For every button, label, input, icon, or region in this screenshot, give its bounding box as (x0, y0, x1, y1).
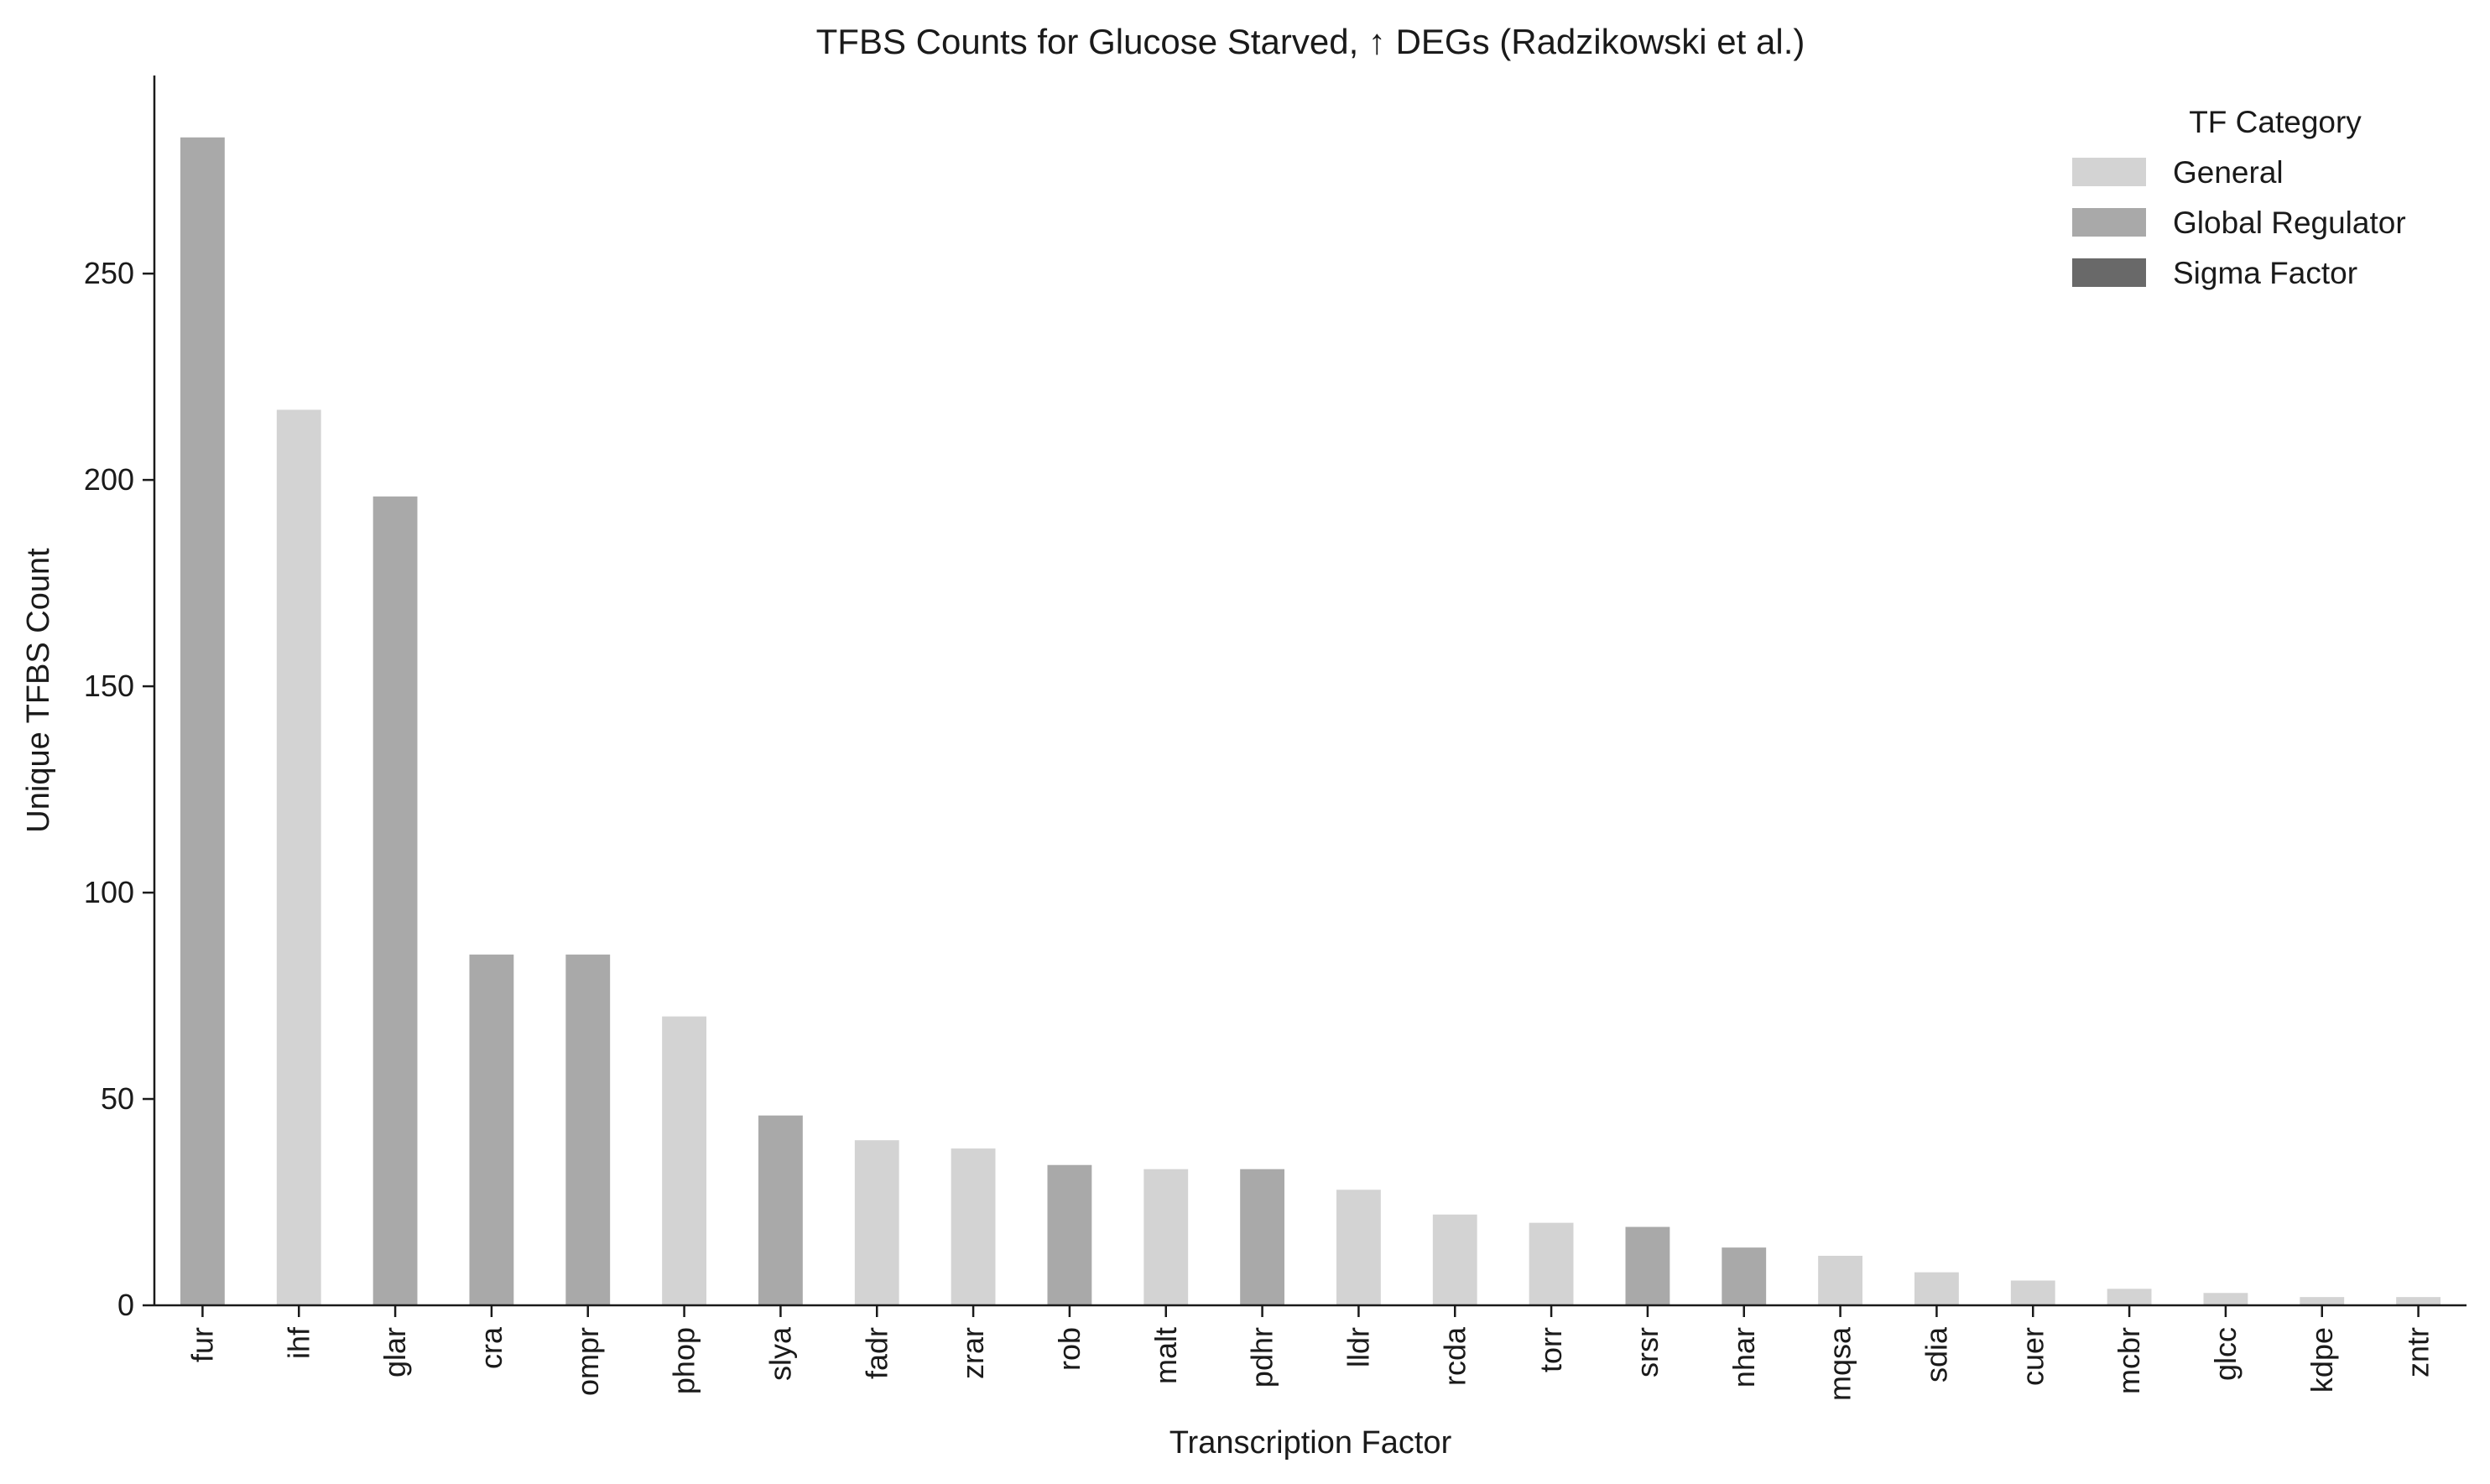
x-tick-label: glar (378, 1327, 412, 1377)
x-tick-label: nhar (1727, 1327, 1761, 1388)
x-tick-label: fur (185, 1327, 219, 1362)
legend-title: TF Category (2189, 105, 2362, 139)
y-tick-label: 150 (84, 669, 134, 703)
y-axis-ticks: 0 50 100 150 200 250 (84, 256, 154, 1322)
x-tick-label: ompr (570, 1327, 605, 1396)
bar-rob (1047, 1164, 1092, 1305)
x-tick-label: mcbr (2112, 1327, 2146, 1394)
bar-srsr (1625, 1226, 1670, 1305)
bar-torr (1529, 1222, 1574, 1305)
x-tick-label: phop (667, 1327, 701, 1394)
bar-lldr (1336, 1190, 1381, 1305)
bar-ihf (276, 409, 321, 1305)
y-tick-label: 100 (84, 875, 134, 909)
x-tick-label: fadr (859, 1327, 893, 1379)
x-tick-label: srsr (1630, 1327, 1664, 1377)
x-tick-label: ihf (281, 1326, 315, 1359)
bar-zntr (2396, 1297, 2441, 1305)
x-tick-label: malt (1149, 1327, 1183, 1384)
x-axis-ticks: fur ihf glar cra ompr phop slya fadr zrar rob malt… (185, 1305, 2435, 1401)
x-tick-label: rob (1052, 1327, 1086, 1371)
x-tick-label: zntr (2401, 1327, 2435, 1377)
bar-mcbr (2107, 1289, 2152, 1305)
legend-entry-label: Sigma Factor (2173, 256, 2357, 290)
x-tick-label: cuer (2015, 1327, 2050, 1386)
bar-nhar (1722, 1247, 1767, 1305)
legend: TF Category General Global Regulator Sigma… (2072, 105, 2406, 290)
bar-kdpe (2300, 1297, 2345, 1305)
x-tick-label: lldr (1341, 1327, 1375, 1367)
bar-cuer (2010, 1280, 2055, 1305)
y-tick-label: 250 (84, 256, 134, 290)
bar-phop (662, 1016, 706, 1305)
x-tick-label: slya (763, 1326, 797, 1381)
y-tick-label: 0 (117, 1288, 134, 1322)
legend-swatch (2072, 158, 2146, 186)
x-tick-label: zrar (956, 1327, 990, 1379)
legend-entry-label: General (2173, 155, 2284, 190)
x-tick-label: kdpe (2305, 1327, 2339, 1393)
bar-pdhr (1240, 1169, 1284, 1305)
legend-swatch (2072, 258, 2146, 287)
x-tick-label: torr (1534, 1327, 1568, 1372)
bar-glar (372, 496, 418, 1305)
bar-malt (1143, 1169, 1189, 1305)
bar-slya (758, 1115, 803, 1305)
y-tick-label: 50 (101, 1081, 134, 1116)
bars (180, 137, 2441, 1305)
legend-entry-label: Global Regulator (2173, 206, 2406, 240)
chart-title: TFBS Counts for Glucose Starved, ↑ DEGs … (816, 22, 1805, 61)
bar-ompr (565, 954, 611, 1305)
x-tick-label: glcc (2208, 1327, 2243, 1381)
x-tick-label: cra (474, 1326, 508, 1369)
bar-fadr (854, 1140, 899, 1305)
y-tick-label: 200 (84, 462, 134, 497)
bar-zrar (951, 1148, 996, 1305)
y-axis-label: Unique TFBS Count (21, 548, 56, 833)
bar-mqsa (1818, 1255, 1862, 1305)
x-tick-label: mqsa (1823, 1326, 1857, 1401)
bar-cra (469, 954, 514, 1305)
x-tick-label: pdhr (1245, 1327, 1279, 1388)
bar-sdia (1914, 1272, 1959, 1305)
x-tick-label: rcda (1437, 1326, 1472, 1386)
bar-glcc (2203, 1293, 2248, 1305)
bar-fur (180, 137, 225, 1305)
bar-rcda (1432, 1214, 1477, 1305)
x-tick-label: sdia (1919, 1326, 1953, 1382)
x-axis-label: Transcription Factor (1169, 1425, 1452, 1461)
legend-swatch (2072, 208, 2146, 237)
